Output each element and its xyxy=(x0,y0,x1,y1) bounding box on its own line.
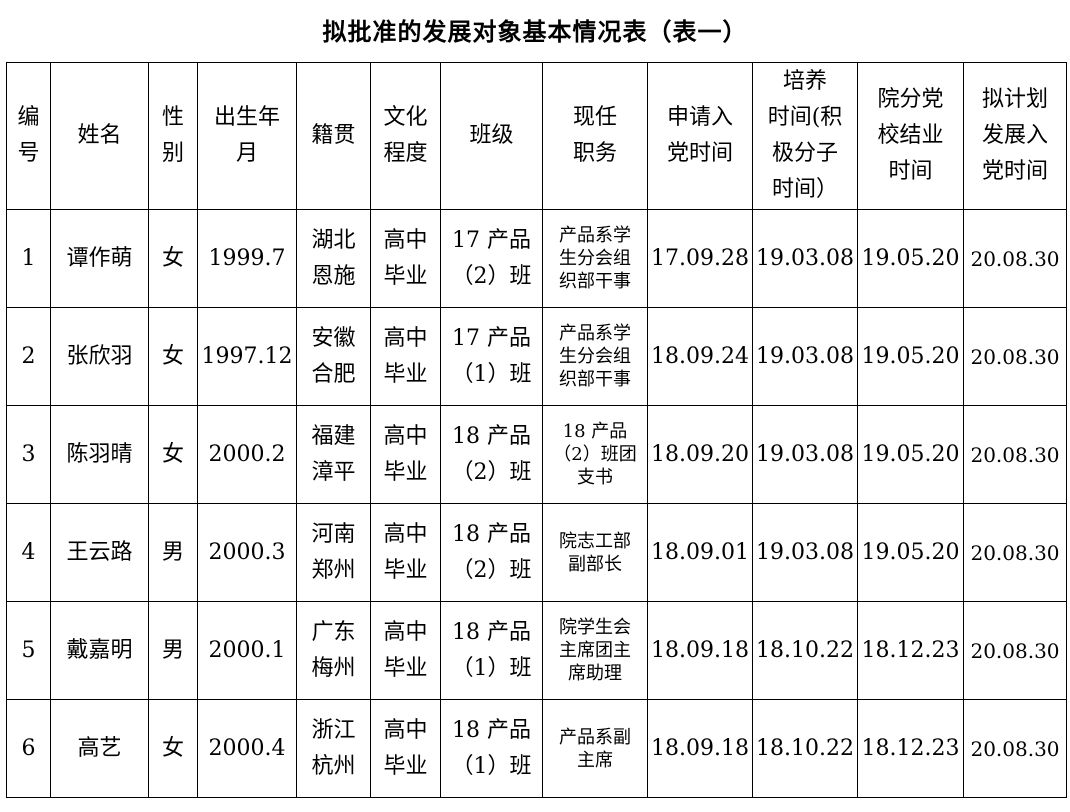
cell-class: 18 产品 （2）班 xyxy=(440,503,543,602)
cell-gender: 女 xyxy=(148,405,198,504)
cell-training-date: 18.10.22 xyxy=(752,699,858,798)
cell-class: 18 产品 （1）班 xyxy=(440,699,543,798)
table-row: 5 戴嘉明男 2000.1 广东 梅州 高中 毕业 18 产品 （1）班 院学生会 主席团主… xyxy=(6,601,1067,700)
cell-planned-date: 20.08.30 xyxy=(963,699,1067,798)
cell-origin: 广东 梅州 xyxy=(296,601,371,700)
cell-number: 1 xyxy=(6,209,51,308)
cell-apply-date: 17.09.28 xyxy=(647,209,753,308)
cell-planned-date: 20.08.30 xyxy=(963,209,1067,308)
cell-origin: 河南 郑州 xyxy=(296,503,371,602)
cell-origin: 安徽 合肥 xyxy=(296,307,371,406)
cell-apply-date: 18.09.24 xyxy=(647,307,753,406)
table-row: 3 陈羽晴女 2000.2 福建 漳平 高中 毕业 18 产品 （2）班 18 产品 （2）… xyxy=(6,405,1067,504)
header-party-school-date: 院分党 校结业 时间 xyxy=(857,62,964,210)
cell-apply-date: 18.09.01 xyxy=(647,503,753,602)
cell-name: 王云路 xyxy=(50,503,149,602)
header-training-date: 培养 时间(积 极分子 时间） xyxy=(752,62,858,210)
cell-position: 院志工部 副部长 xyxy=(542,503,648,602)
cell-origin: 福建 漳平 xyxy=(296,405,371,504)
cell-name: 戴嘉明 xyxy=(50,601,149,700)
header-education: 文化 程度 xyxy=(370,62,441,210)
cell-gender: 男 xyxy=(148,601,198,700)
cell-education: 高中 毕业 xyxy=(370,503,441,602)
header-planned-date: 拟计划 发展入 党时间 xyxy=(963,62,1067,210)
cell-education: 高中 毕业 xyxy=(370,307,441,406)
cell-party-school-date: 18.12.23 xyxy=(857,699,964,798)
table-row: 6 高艺女 2000.4 浙江 杭州 高中 毕业 18 产品 （1）班 产品系副 主席 18.… xyxy=(6,699,1067,798)
cell-number: 4 xyxy=(6,503,51,602)
cell-apply-date: 18.09.20 xyxy=(647,405,753,504)
cell-training-date: 19.03.08 xyxy=(752,209,858,308)
table-row: 2 张欣羽女 1997.12 安徽 合肥 高中 毕业 17 产品 （1）班 产品系学 生分会… xyxy=(6,307,1067,406)
cell-class: 17 产品 （2）班 xyxy=(440,209,543,308)
cell-position: 产品系副 主席 xyxy=(542,699,648,798)
cell-education: 高中 毕业 xyxy=(370,699,441,798)
cell-name: 张欣羽 xyxy=(50,307,149,406)
cell-planned-date: 20.08.30 xyxy=(963,503,1067,602)
cell-class: 18 产品 （1）班 xyxy=(440,601,543,700)
cell-position: 院学生会 主席团主 席助理 xyxy=(542,601,648,700)
cell-birth: 2000.2 xyxy=(197,405,297,504)
header-gender: 性 别 xyxy=(148,62,198,210)
cell-position: 产品系学 生分会组 织部干事 xyxy=(542,209,648,308)
cell-education: 高中 毕业 xyxy=(370,405,441,504)
cell-party-school-date: 18.12.23 xyxy=(857,601,964,700)
cell-training-date: 19.03.08 xyxy=(752,307,858,406)
cell-planned-date: 20.08.30 xyxy=(963,405,1067,504)
header-name: 姓名 xyxy=(50,62,149,210)
cell-class: 17 产品 （1）班 xyxy=(440,307,543,406)
cell-gender: 女 xyxy=(148,209,198,308)
cell-birth: 1997.12 xyxy=(197,307,297,406)
cell-planned-date: 20.08.30 xyxy=(963,307,1067,406)
cell-name: 谭作萌 xyxy=(50,209,149,308)
cell-gender: 女 xyxy=(148,307,198,406)
header-class: 班级 xyxy=(440,62,543,210)
cell-planned-date: 20.08.30 xyxy=(963,601,1067,700)
cell-gender: 男 xyxy=(148,503,198,602)
cell-origin: 湖北 恩施 xyxy=(296,209,371,308)
cell-number: 3 xyxy=(6,405,51,504)
cell-origin: 浙江 杭州 xyxy=(296,699,371,798)
cell-education: 高中 毕业 xyxy=(370,209,441,308)
cell-number: 2 xyxy=(6,307,51,406)
cell-training-date: 19.03.08 xyxy=(752,405,858,504)
table-row: 4 王云路男 2000.3 河南 郑州 高中 毕业 18 产品 （2）班 院志工部 副部长 1… xyxy=(6,503,1067,602)
cell-apply-date: 18.09.18 xyxy=(647,699,753,798)
cell-class: 18 产品 （2）班 xyxy=(440,405,543,504)
cell-number: 6 xyxy=(6,699,51,798)
cell-name: 高艺 xyxy=(50,699,149,798)
header-row: 编 号姓名性 别出生年 月籍贯 文化 程度 班级 现任 职务 申请入 党时间 培养 时间(… xyxy=(6,62,1067,210)
cell-training-date: 19.03.08 xyxy=(752,503,858,602)
cell-birth: 1999.7 xyxy=(197,209,297,308)
cell-number: 5 xyxy=(6,601,51,700)
cell-birth: 2000.4 xyxy=(197,699,297,798)
document-title: 拟批准的发展对象基本情况表（表一） xyxy=(322,17,748,46)
cell-name: 陈羽晴 xyxy=(50,405,149,504)
cell-apply-date: 18.09.18 xyxy=(647,601,753,700)
cell-education: 高中 毕业 xyxy=(370,601,441,700)
header-birth: 出生年 月 xyxy=(197,62,297,210)
cell-gender: 女 xyxy=(148,699,198,798)
cell-position: 18 产品 （2）班团 支书 xyxy=(542,405,648,504)
cell-party-school-date: 19.05.20 xyxy=(857,209,964,308)
cell-party-school-date: 19.05.20 xyxy=(857,307,964,406)
cell-party-school-date: 19.05.20 xyxy=(857,405,964,504)
cell-birth: 2000.1 xyxy=(197,601,297,700)
candidates-table: 编 号姓名性 别出生年 月籍贯 文化 程度 班级 现任 职务 申请入 党时间 培养 时间(… xyxy=(6,62,1067,798)
header-apply-date: 申请入 党时间 xyxy=(647,62,753,210)
cell-birth: 2000.3 xyxy=(197,503,297,602)
cell-party-school-date: 19.05.20 xyxy=(857,503,964,602)
header-position: 现任 职务 xyxy=(542,62,648,210)
header-origin: 籍贯 xyxy=(296,62,371,210)
table-row: 1 谭作萌女 1999.7 湖北 恩施 高中 毕业 17 产品 （2）班 产品系学 生分会组… xyxy=(6,209,1067,308)
cell-training-date: 18.10.22 xyxy=(752,601,858,700)
header-number: 编 号 xyxy=(6,62,51,210)
cell-position: 产品系学 生分会组 织部干事 xyxy=(542,307,648,406)
